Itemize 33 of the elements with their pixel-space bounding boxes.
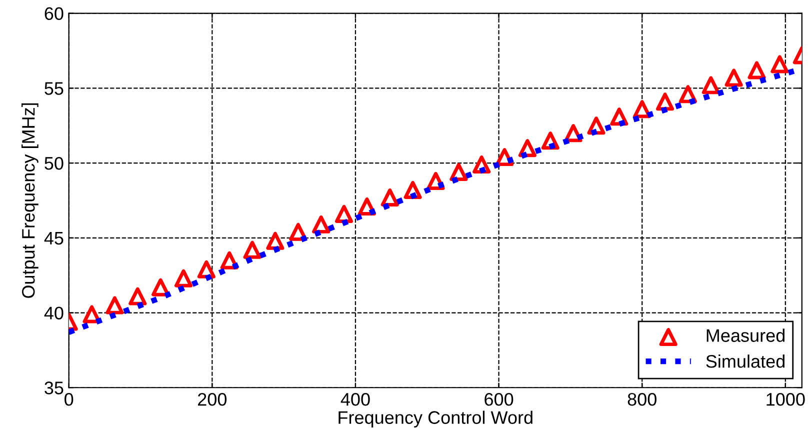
point bbox=[152, 278, 170, 296]
point bbox=[312, 215, 330, 234]
x-tick-label: 1000 bbox=[766, 392, 805, 406]
point bbox=[128, 287, 147, 306]
y-axis-title: Output Frequency [MHz] bbox=[22, 103, 38, 298]
x-tick-label: 400 bbox=[340, 392, 370, 406]
y-tick-label: 40 bbox=[44, 306, 64, 320]
point bbox=[243, 240, 262, 259]
point bbox=[106, 296, 124, 314]
point bbox=[656, 92, 674, 111]
point bbox=[770, 55, 789, 74]
y-tick-label: 45 bbox=[44, 232, 64, 245]
point bbox=[266, 232, 284, 250]
point bbox=[748, 61, 766, 80]
legend-label: Simulated bbox=[706, 354, 784, 368]
point bbox=[633, 100, 652, 118]
x-tick-label: 0 bbox=[64, 392, 74, 406]
point bbox=[724, 68, 743, 87]
y-tick-label: 60 bbox=[44, 7, 64, 20]
point bbox=[702, 76, 720, 94]
y-tick-label: 50 bbox=[44, 156, 64, 170]
point bbox=[380, 188, 399, 206]
point bbox=[82, 305, 101, 324]
x-tick-label: 600 bbox=[484, 392, 514, 406]
x-axis-title: Frequency Control Word bbox=[338, 410, 532, 428]
point bbox=[174, 269, 193, 288]
legend-label: Measured bbox=[706, 328, 784, 342]
y-tick-label: 55 bbox=[44, 82, 64, 95]
point bbox=[334, 204, 354, 223]
point bbox=[197, 260, 216, 278]
x-tick-label: 200 bbox=[198, 392, 227, 406]
y-tick-label: 35 bbox=[44, 382, 64, 394]
x-tick-label: 800 bbox=[628, 392, 656, 406]
